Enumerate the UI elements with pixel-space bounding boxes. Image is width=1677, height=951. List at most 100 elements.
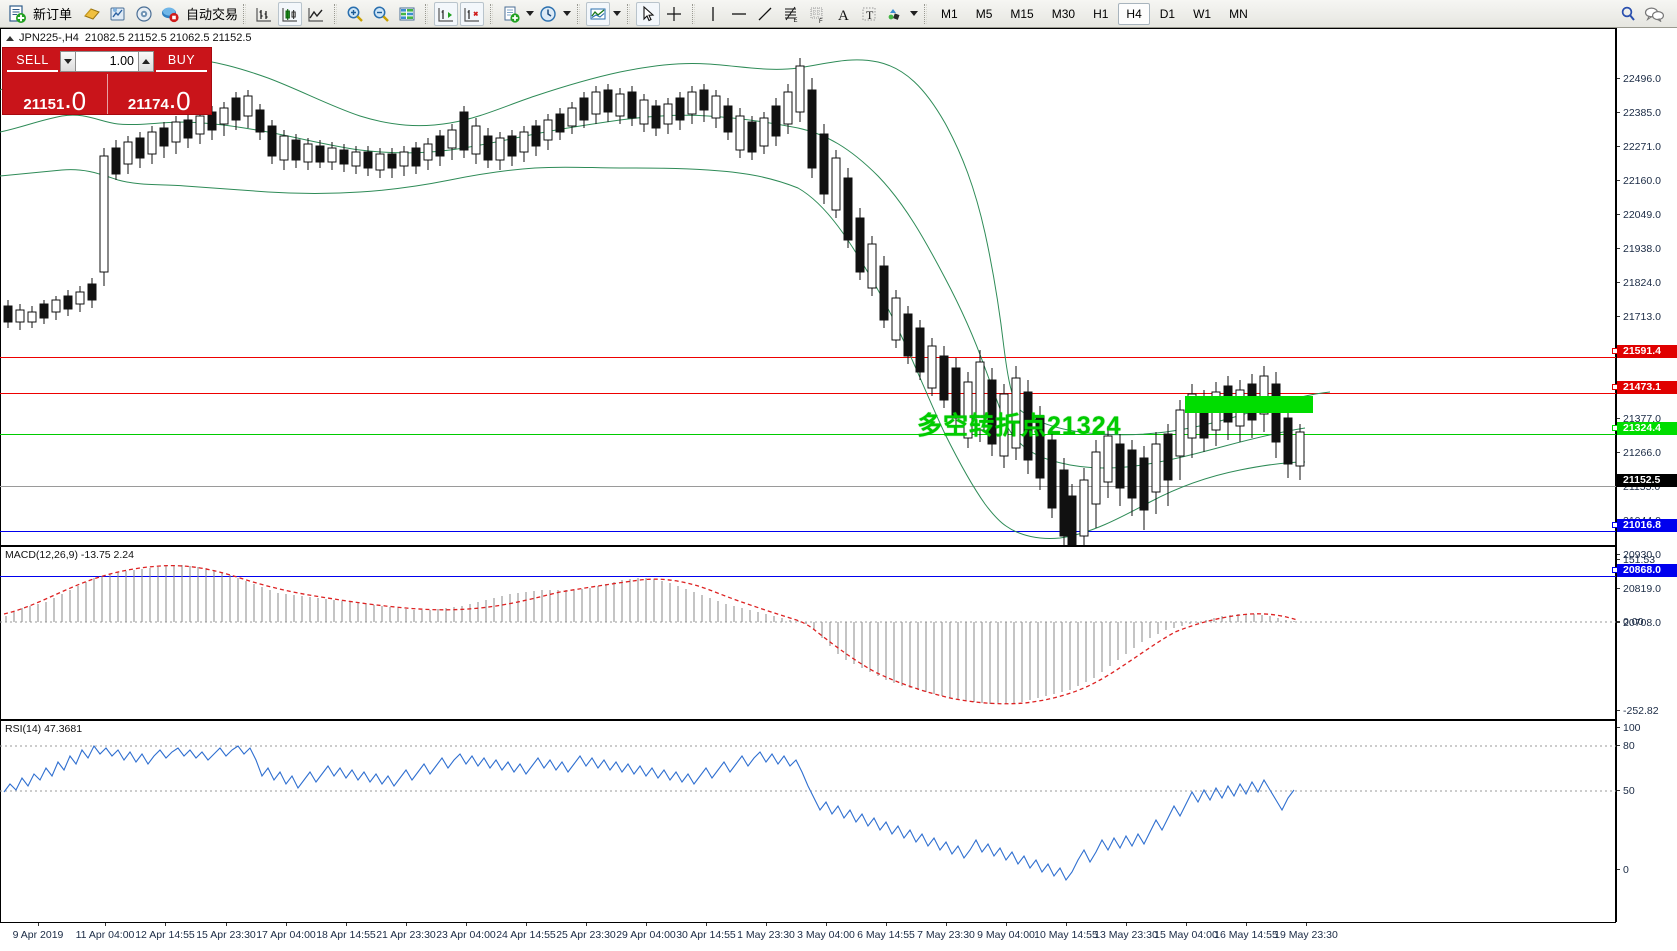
price-level-line[interactable] bbox=[0, 434, 1616, 435]
template-dropdown-caret[interactable] bbox=[524, 3, 535, 25]
data-window-icon[interactable] bbox=[395, 2, 419, 26]
vertical-line-icon[interactable] bbox=[701, 2, 725, 26]
new-order-icon[interactable] bbox=[5, 2, 29, 26]
time-tick-label: 1 May 23:30 bbox=[737, 929, 795, 941]
market-watch-icon[interactable] bbox=[106, 2, 130, 26]
volume-increase-button[interactable] bbox=[138, 50, 154, 72]
time-tick-label: 24 Apr 14:55 bbox=[496, 929, 556, 941]
cursor-icon[interactable] bbox=[636, 1, 661, 26]
volume-decrease-button[interactable] bbox=[60, 50, 76, 72]
auto-scroll-icon[interactable] bbox=[460, 1, 485, 26]
price-tick: 22496.0 bbox=[1617, 74, 1661, 84]
toolbar-separator bbox=[243, 3, 247, 24]
bar-chart-icon[interactable] bbox=[252, 2, 276, 26]
price-level-badge[interactable]: 20868.0 bbox=[1612, 564, 1677, 577]
timeframe-button-m30[interactable]: M30 bbox=[1051, 6, 1076, 21]
autotrade-icon[interactable] bbox=[158, 2, 182, 26]
template-icon[interactable] bbox=[499, 2, 523, 26]
timeframe-button-m1[interactable]: M1 bbox=[941, 6, 958, 21]
time-tick-mark bbox=[286, 923, 287, 926]
macd-tick: -252.82 bbox=[1617, 706, 1659, 716]
price-tick: 22160.0 bbox=[1617, 176, 1661, 186]
macd-tick: 151.53 bbox=[1617, 555, 1655, 565]
indicators-dropdown-caret[interactable] bbox=[611, 3, 622, 25]
time-tick-mark bbox=[1306, 923, 1307, 926]
shapes-dropdown-caret[interactable] bbox=[908, 3, 919, 25]
time-tick-mark bbox=[226, 923, 227, 926]
collapse-arrow-icon[interactable] bbox=[6, 35, 14, 41]
line-chart-icon[interactable] bbox=[304, 2, 328, 26]
text-icon[interactable]: A bbox=[831, 2, 855, 26]
fibonacci-icon[interactable]: E bbox=[779, 2, 803, 26]
time-tick-label: 9 Apr 2019 bbox=[12, 929, 64, 941]
time-axis[interactable]: 9 Apr 2019 11 Apr 04:00 12 Apr 14:55 15 Apr… bbox=[0, 922, 1616, 951]
level-handle[interactable] bbox=[1612, 348, 1618, 354]
text-label-icon[interactable]: T bbox=[857, 2, 881, 26]
search-icon[interactable] bbox=[1616, 2, 1640, 26]
toolbar-separator bbox=[425, 3, 429, 24]
time-tick-label: 9 May 04:00 bbox=[977, 929, 1035, 941]
chart-shift-icon[interactable] bbox=[434, 1, 459, 26]
crosshair-icon[interactable] bbox=[662, 2, 686, 26]
price-level-line[interactable] bbox=[0, 531, 1616, 532]
price-level-badge-label: 21324.4 bbox=[1623, 422, 1661, 434]
pane-divider-macd-2 bbox=[0, 546, 1616, 547]
level-handle[interactable] bbox=[1612, 567, 1618, 573]
volume-stepper[interactable]: 1.00 bbox=[60, 50, 154, 72]
time-tick-mark bbox=[165, 923, 166, 926]
bid-price[interactable]: 21151 . 0 bbox=[3, 74, 108, 114]
timeframe-group: M1 M5 M15 M30 H1 H4 D1 W1 MN bbox=[932, 2, 1257, 25]
price-level-line[interactable] bbox=[0, 486, 1616, 487]
bid-price-main: 21151 bbox=[23, 96, 65, 113]
price-axis[interactable]: 22496.0 22385.0 22271.0 22160.0 22049.0 21938… bbox=[1612, 28, 1677, 922]
shapes-icon[interactable] bbox=[883, 2, 907, 26]
price-level-badge[interactable]: 21152.5 bbox=[1617, 474, 1677, 487]
profile-icon[interactable] bbox=[80, 2, 104, 26]
price-level-badge-label: 21591.4 bbox=[1623, 345, 1661, 357]
rsi-tick: 100 bbox=[1617, 723, 1641, 733]
price-tick: 21824.0 bbox=[1617, 278, 1661, 288]
bid-price-dot: . bbox=[65, 92, 71, 113]
price-level-badge[interactable]: 21324.4 bbox=[1612, 422, 1677, 435]
price-level-line[interactable] bbox=[0, 393, 1616, 394]
timeframe-button-m5[interactable]: M5 bbox=[975, 6, 993, 21]
chat-icon[interactable] bbox=[1642, 2, 1666, 26]
timeframe-button-mn[interactable]: MN bbox=[1229, 6, 1248, 21]
zoom-out-icon[interactable] bbox=[369, 2, 393, 26]
price-level-line[interactable] bbox=[0, 576, 1616, 577]
time-tick-label: 23 Apr 04:00 bbox=[436, 929, 496, 941]
sell-button[interactable]: SELL bbox=[7, 51, 58, 72]
fibo-grid-icon[interactable]: F bbox=[805, 2, 829, 26]
pane-divider-rsi bbox=[0, 719, 1616, 720]
chart-canvas[interactable]: 多空转折点21324 MACD(12,26,9) -13.75 2.24 bbox=[0, 28, 1677, 951]
level-handle[interactable] bbox=[1612, 425, 1618, 431]
indicators-icon[interactable] bbox=[586, 1, 611, 26]
candlestick-chart-icon[interactable] bbox=[278, 1, 303, 26]
rsi-tick: 0 bbox=[1617, 865, 1629, 875]
one-click-trading-panel[interactable]: JPN225-,H4 21082.5 21152.5 21062.5 21152… bbox=[2, 31, 252, 115]
level-handle[interactable] bbox=[1612, 522, 1618, 528]
timeframe-button-h1[interactable]: H1 bbox=[1093, 6, 1109, 21]
horizontal-line-icon[interactable] bbox=[727, 2, 751, 26]
timeframe-button-d1[interactable]: D1 bbox=[1159, 6, 1176, 21]
price-level-line[interactable] bbox=[0, 357, 1616, 358]
navigator-icon[interactable] bbox=[132, 2, 156, 26]
price-level-badge[interactable]: 21591.4 bbox=[1612, 345, 1677, 358]
price-level-badge-label: 21016.8 bbox=[1623, 519, 1661, 531]
timeframe-button-m15[interactable]: M15 bbox=[1010, 6, 1034, 21]
symbol-header: JPN225-,H4 21082.5 21152.5 21062.5 21152… bbox=[2, 31, 252, 45]
period-icon[interactable] bbox=[536, 2, 560, 26]
timeframe-button-h4[interactable]: H4 bbox=[1118, 2, 1150, 25]
zoom-in-icon[interactable] bbox=[343, 2, 367, 26]
price-level-badge[interactable]: 21016.8 bbox=[1612, 519, 1677, 532]
toolbar-separator bbox=[692, 3, 696, 24]
level-handle[interactable] bbox=[1612, 384, 1618, 390]
buy-button[interactable]: BUY bbox=[156, 51, 207, 72]
price-level-badge[interactable]: 21473.1 bbox=[1612, 381, 1677, 394]
timeframe-button-w1[interactable]: W1 bbox=[1193, 6, 1212, 21]
ask-price[interactable]: 21174 . 0 bbox=[108, 74, 212, 114]
period-dropdown-caret[interactable] bbox=[561, 3, 572, 25]
trendline-icon[interactable] bbox=[753, 2, 777, 26]
price-level-badge-label: 20868.0 bbox=[1623, 564, 1661, 576]
volume-input[interactable]: 1.00 bbox=[76, 50, 138, 72]
